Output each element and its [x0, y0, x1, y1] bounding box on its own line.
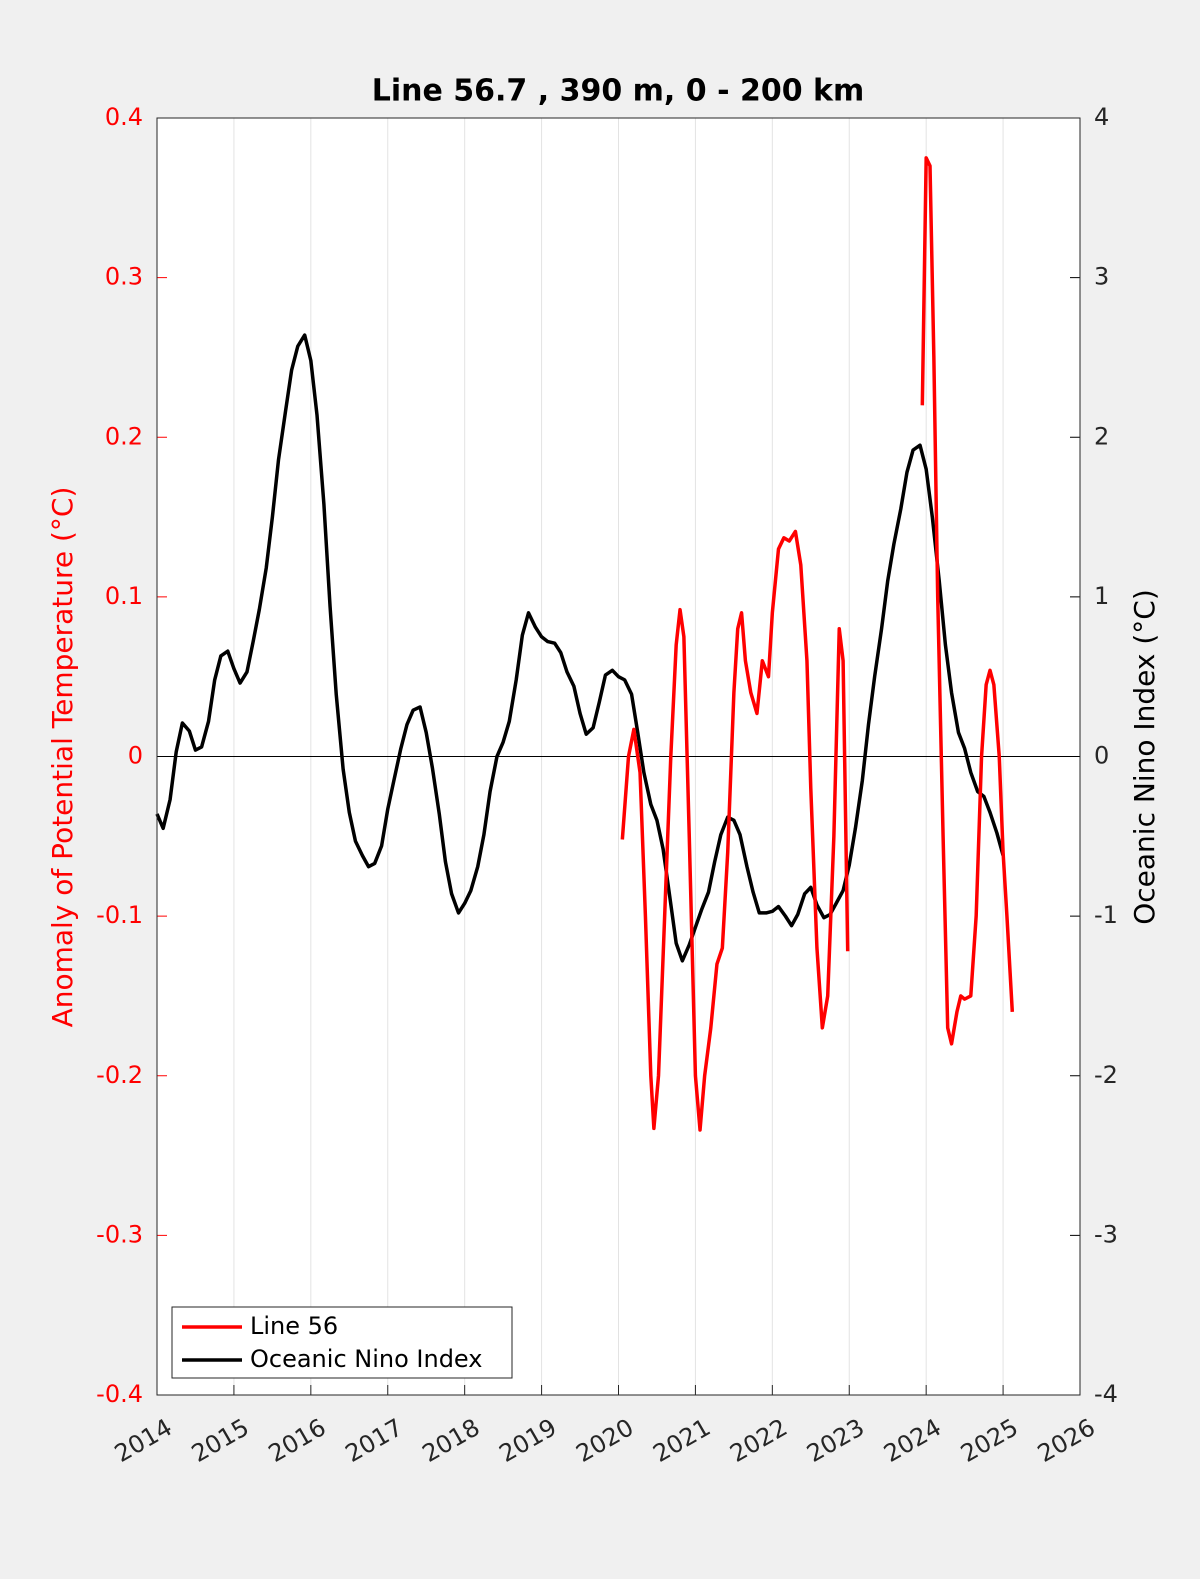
x-tick-label: 2019	[494, 1413, 561, 1468]
x-tick-label: 2025	[956, 1413, 1023, 1468]
y-tick-label: -0.4	[96, 1380, 143, 1408]
y-tick-label: -0.3	[96, 1220, 143, 1248]
plot-frame	[156, 117, 1081, 1396]
y-tick-label: -0.2	[96, 1061, 143, 1089]
chart-title: Line 56.7 , 390 m, 0 - 200 km	[372, 74, 865, 109]
x-tick-label: 2016	[264, 1413, 331, 1468]
y2-tick-label: 1	[1094, 582, 1109, 610]
y2-tick-label: 3	[1094, 263, 1109, 291]
x-tick-label: 2018	[418, 1413, 485, 1468]
y2-tick-label: 0	[1094, 742, 1109, 770]
y-tick-label: 0.2	[105, 422, 143, 450]
x-tick-label: 2015	[187, 1413, 254, 1468]
y2-tick-label: 4	[1094, 103, 1109, 131]
y-axis-label: Anomaly of Potential Temperature (°C)	[46, 487, 79, 1028]
y2-axis-label: Oceanic Nino Index (°C)	[1128, 589, 1161, 925]
y2-tick-label: -4	[1094, 1380, 1118, 1408]
y-tick-label: -0.1	[96, 901, 143, 929]
x-tick-label: 2021	[648, 1413, 715, 1468]
x-tick-label: 2022	[725, 1413, 792, 1468]
x-tick-label: 2026	[1033, 1413, 1100, 1468]
y-tick-label: 0.4	[105, 103, 143, 131]
legend-box	[171, 1306, 513, 1379]
y2-tick-label: -3	[1094, 1220, 1118, 1248]
y2-tick-label: -1	[1094, 901, 1118, 929]
y2-tick-label: 2	[1094, 422, 1109, 450]
series-line	[620, 156, 1015, 1132]
y-tick-label: 0.1	[105, 582, 143, 610]
legend-label: Line 56	[250, 1312, 338, 1340]
y-tick-label: 0.3	[105, 263, 143, 291]
x-tick-label: 2017	[341, 1413, 408, 1468]
x-tick-label: 2014	[110, 1413, 177, 1468]
x-tick-label: 2023	[802, 1413, 869, 1468]
x-tick-label: 2020	[571, 1413, 638, 1468]
y2-tick-label: -2	[1094, 1061, 1118, 1089]
series-line	[155, 333, 1005, 963]
legend: Line 56 Oceanic Nino Index	[171, 1306, 513, 1379]
y-tick-label: 0	[128, 742, 143, 770]
x-tick-label: 2024	[879, 1413, 946, 1468]
legend-label: Oceanic Nino Index	[250, 1345, 482, 1373]
